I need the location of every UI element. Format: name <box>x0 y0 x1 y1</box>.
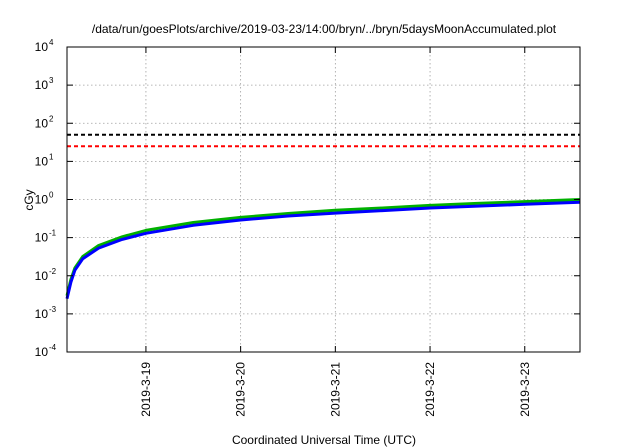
x-tick-label: 2019-3-19 <box>139 362 153 417</box>
grid <box>67 47 580 352</box>
y-tick-label: 10 <box>35 307 49 321</box>
y-tick-exponent: -3 <box>49 305 57 314</box>
y-tick-label: 10 <box>35 345 49 359</box>
y-tick-label: 10 <box>35 40 49 54</box>
x-tick-label: 2019-3-23 <box>518 362 532 417</box>
x-tick-label: 2019-3-22 <box>423 362 437 417</box>
chart-title: /data/run/goesPlots/archive/2019-03-23/1… <box>92 22 557 36</box>
y-tick-label: 10 <box>35 269 49 283</box>
y-tick-exponent: 3 <box>49 76 54 85</box>
threshold-lines <box>67 133 580 148</box>
y-tick-exponent: 1 <box>49 152 54 161</box>
y-tick-exponent: 2 <box>49 114 54 123</box>
y-tick-exponent: -1 <box>49 229 57 238</box>
x-tick-label: 2019-3-20 <box>234 362 248 417</box>
data-series <box>65 198 581 300</box>
y-tick-exponent: 0 <box>49 191 54 200</box>
x-axis-label: Coordinated Universal Time (UTC) <box>232 433 416 447</box>
y-tick-label: 10 <box>35 116 49 130</box>
y-tick-label: 10 <box>35 78 49 92</box>
y-axis-label: cGy <box>22 189 36 210</box>
y-tick-label: 10 <box>35 154 49 168</box>
x-axis: 2019-3-19 2019-3-20 2019-3-21 2019-3-22 2019… <box>139 47 532 417</box>
y-tick-exponent: 4 <box>49 38 54 47</box>
y-tick-label: 10 <box>35 231 49 245</box>
y-tick-exponent: -2 <box>49 267 57 276</box>
y-tick-label: 10 <box>35 193 49 207</box>
y-tick-exponent: -4 <box>49 343 57 352</box>
series-line <box>65 200 581 300</box>
x-tick-label: 2019-3-21 <box>328 362 342 417</box>
